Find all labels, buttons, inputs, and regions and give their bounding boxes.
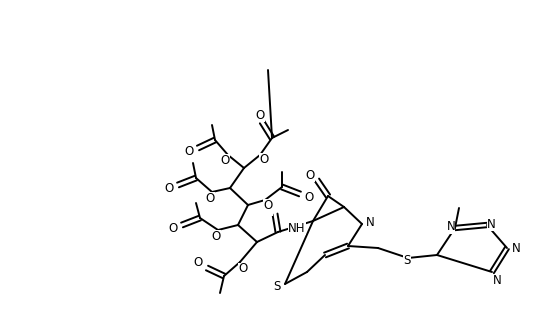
- Text: O: O: [255, 109, 265, 122]
- Text: N: N: [365, 215, 374, 228]
- Text: O: O: [263, 199, 273, 211]
- Text: S: S: [273, 279, 281, 292]
- Text: O: O: [164, 182, 174, 195]
- Text: O: O: [239, 263, 248, 275]
- Text: O: O: [211, 229, 220, 243]
- Text: O: O: [205, 192, 215, 204]
- Text: N: N: [447, 220, 455, 233]
- Text: O: O: [305, 169, 315, 182]
- Text: N: N: [487, 217, 495, 230]
- Text: O: O: [304, 191, 314, 203]
- Text: O: O: [259, 152, 269, 165]
- Text: N: N: [493, 274, 501, 287]
- Text: O: O: [220, 153, 230, 166]
- Text: O: O: [169, 221, 178, 234]
- Text: O: O: [185, 144, 194, 157]
- Text: N: N: [511, 242, 521, 255]
- Text: NH: NH: [288, 221, 305, 234]
- Text: O: O: [193, 257, 203, 269]
- Text: O: O: [263, 202, 273, 215]
- Text: S: S: [403, 254, 411, 267]
